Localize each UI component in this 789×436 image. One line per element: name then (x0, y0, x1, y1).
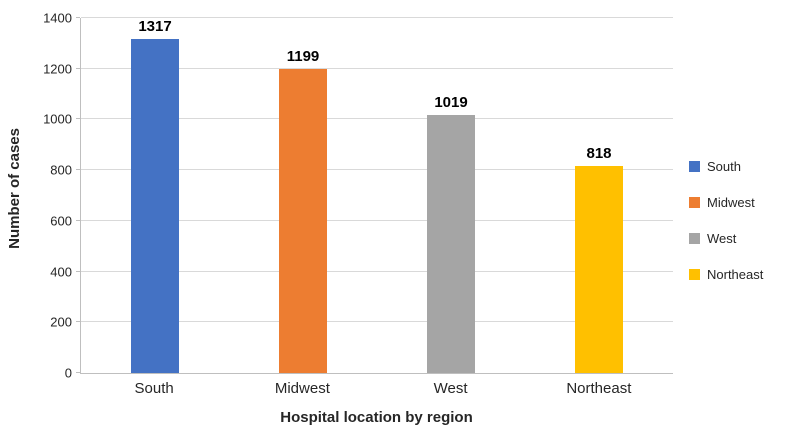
y-tick-mark (76, 118, 80, 120)
bar-midwest (279, 68, 327, 373)
x-tick-label-midwest: Midwest (274, 380, 330, 397)
y-tick-label: 1200 (43, 61, 72, 77)
y-tick-label: 200 (50, 314, 72, 330)
y-tick-label: 1400 (43, 10, 72, 26)
y-tick-label: 1000 (43, 111, 72, 127)
y-tick-label: 600 (50, 213, 72, 229)
bar-slot-northeast: 818 (525, 18, 673, 373)
bar-slot-midwest: 1199 (229, 18, 377, 373)
legend-label: South (707, 158, 741, 174)
legend-item-northeast: Northeast (689, 268, 787, 281)
legend-item-west: West (689, 232, 787, 245)
y-tick-label: 400 (50, 264, 72, 280)
x-tick-label-south: South (134, 380, 174, 397)
plot-area: 1317 1199 1019 818 0 200 400 600 800 1000 1200 140… (43, 12, 673, 380)
bars-container: 1317 1199 1019 818 (81, 18, 673, 373)
y-tick-label: 800 (50, 162, 72, 178)
y-tick-mark (76, 270, 80, 272)
legend-swatch-icon (689, 196, 700, 208)
gridline (81, 321, 673, 323)
y-tick-mark (76, 372, 80, 373)
chart-main: 1317 1199 1019 818 0 200 400 600 800 1000 1200 140… (30, 6, 683, 434)
legend-label: West (707, 230, 737, 246)
y-tick-mark (76, 67, 80, 69)
bar-value-label: 1199 (286, 47, 320, 65)
legend-swatch-icon (689, 232, 700, 244)
gridline (81, 270, 673, 272)
legend: South Midwest West Northeast (683, 6, 787, 434)
y-tick-mark (76, 219, 80, 221)
legend-swatch-icon (689, 268, 700, 280)
bar-slot-west: 1019 (377, 18, 525, 373)
gridline (81, 67, 673, 69)
x-axis-title: Hospital location by region (280, 409, 473, 426)
y-axis-title-wrap: Number of cases (6, 6, 30, 434)
y-tick-mark (76, 17, 80, 18)
legend-label: Midwest (707, 194, 755, 210)
legend-swatch-icon (689, 160, 700, 172)
x-tick-label-west: West (433, 380, 468, 397)
bar-slot-south: 1317 (81, 18, 229, 373)
y-tick-mark (76, 169, 80, 171)
legend-item-south: South (689, 160, 787, 173)
bar-value-label: 1317 (138, 18, 172, 36)
y-axis-title: Number of cases (6, 127, 23, 249)
y-tick-mark (76, 321, 80, 323)
x-axis-labels: South Midwest West Northeast (80, 374, 673, 396)
legend-item-midwest: Midwest (689, 196, 787, 209)
bar-value-label: 818 (586, 144, 612, 162)
bar-south (131, 39, 179, 373)
legend-label: Northeast (707, 266, 764, 282)
gridline (81, 169, 673, 171)
bar-value-label: 1019 (434, 93, 468, 111)
bar-west (427, 114, 475, 373)
y-tick-label: 0 (64, 365, 72, 381)
gridline (81, 17, 673, 18)
x-tick-label-northeast: Northeast (566, 380, 632, 397)
gridline (81, 118, 673, 120)
bar-northeast (575, 165, 623, 373)
gridline (81, 219, 673, 221)
